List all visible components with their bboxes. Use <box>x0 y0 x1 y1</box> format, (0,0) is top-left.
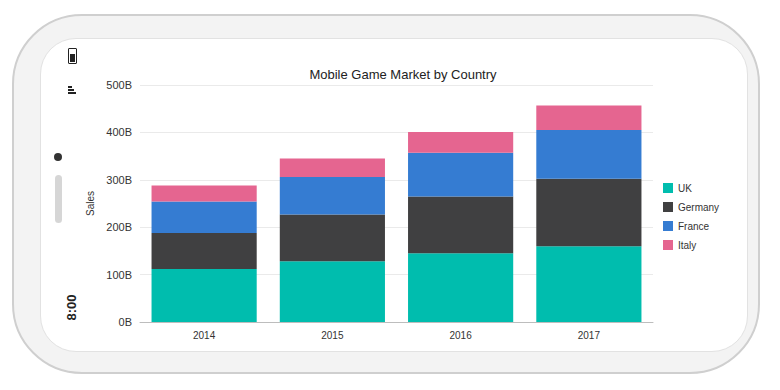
svg-text:Italy: Italy <box>678 240 696 251</box>
svg-text:300B: 300B <box>106 174 132 186</box>
svg-text:France: France <box>678 221 710 232</box>
svg-text:2015: 2015 <box>321 330 344 341</box>
svg-text:2017: 2017 <box>578 330 601 341</box>
svg-text:500B: 500B <box>106 79 132 91</box>
svg-text:200B: 200B <box>106 221 132 233</box>
svg-text:2014: 2014 <box>193 330 216 341</box>
svg-text:0B: 0B <box>119 316 132 328</box>
svg-text:100B: 100B <box>106 269 132 281</box>
svg-text:400B: 400B <box>106 126 132 138</box>
svg-text:UK: UK <box>678 183 692 194</box>
svg-text:Sales: Sales <box>85 191 96 216</box>
html-text:8:00: 8:00 <box>63 294 79 321</box>
svg-text:Germany: Germany <box>678 202 719 213</box>
svg-text:2016: 2016 <box>450 330 473 341</box>
svg-text:Mobile Game Market by Country: Mobile Game Market by Country <box>309 67 497 82</box>
